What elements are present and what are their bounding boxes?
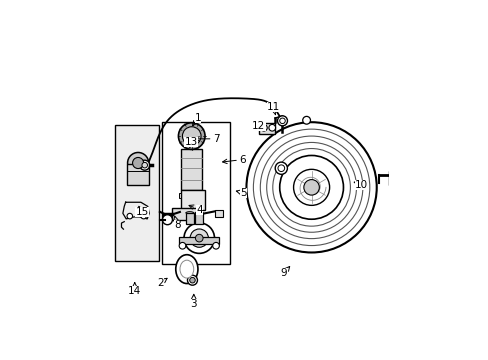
Bar [172,208,200,220]
Text: 1: 1 [192,113,201,126]
Circle shape [293,169,329,205]
Circle shape [182,127,201,145]
Circle shape [179,242,185,249]
Circle shape [266,143,356,232]
Text: 15: 15 [135,206,148,217]
Circle shape [260,125,267,131]
Circle shape [268,125,275,131]
Circle shape [127,153,148,174]
Ellipse shape [175,255,198,284]
Circle shape [183,223,214,253]
Circle shape [178,123,204,149]
Circle shape [246,122,376,252]
Circle shape [132,157,143,168]
Circle shape [189,278,195,283]
Bar [178,193,181,198]
Text: 8: 8 [173,216,180,230]
Text: 13: 13 [184,136,197,148]
Circle shape [162,215,172,225]
Bar [214,210,222,217]
Bar [259,123,274,134]
Circle shape [195,234,203,242]
Bar [181,190,204,210]
Text: 3: 3 [190,294,197,309]
Text: 10: 10 [353,180,367,190]
Circle shape [212,242,219,249]
Circle shape [389,170,396,177]
Bar [179,237,219,244]
Text: 9: 9 [280,266,289,278]
Circle shape [279,156,343,219]
Circle shape [279,118,285,123]
Ellipse shape [180,260,193,278]
Text: 4: 4 [189,204,202,215]
Circle shape [190,229,208,247]
Circle shape [187,275,197,285]
Circle shape [389,178,396,185]
Circle shape [277,116,287,126]
Circle shape [253,129,369,246]
Bar [115,125,159,261]
Circle shape [303,180,319,195]
Text: 6: 6 [222,155,245,165]
Text: 11: 11 [266,102,280,115]
Text: 12: 12 [252,121,265,131]
Circle shape [277,165,284,172]
Circle shape [142,162,147,168]
Bar [195,213,203,224]
Circle shape [127,213,132,219]
Bar [389,171,397,185]
Bar [162,122,229,264]
Circle shape [141,213,146,219]
Circle shape [275,162,287,174]
Circle shape [302,116,310,124]
Text: 5: 5 [236,188,246,198]
Text: 2: 2 [157,278,167,288]
Bar [185,213,194,224]
Circle shape [140,160,149,170]
Text: 14: 14 [128,283,141,296]
Circle shape [272,149,350,226]
Text: 7: 7 [195,134,219,144]
Circle shape [260,136,362,239]
Bar [127,165,149,185]
Bar [181,149,202,190]
